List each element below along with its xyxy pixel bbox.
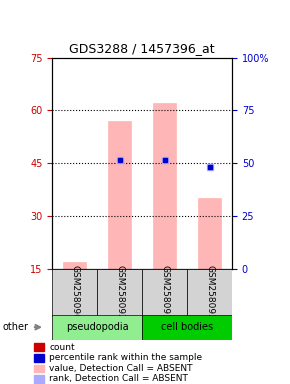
Text: GSM258092: GSM258092 [115, 265, 124, 320]
Text: pseudopodia: pseudopodia [66, 322, 128, 333]
Bar [34, 354, 44, 362]
Bar [34, 364, 44, 372]
Text: GSM258090: GSM258090 [70, 265, 79, 320]
Bar [198, 199, 221, 269]
Bar [34, 343, 44, 351]
Bar [153, 103, 176, 269]
Text: percentile rank within the sample: percentile rank within the sample [49, 353, 202, 362]
Text: GSM258091: GSM258091 [160, 265, 169, 320]
Text: cell bodies: cell bodies [161, 322, 213, 333]
FancyBboxPatch shape [52, 269, 97, 317]
Text: value, Detection Call = ABSENT: value, Detection Call = ABSENT [49, 364, 193, 373]
Text: rank, Detection Call = ABSENT: rank, Detection Call = ABSENT [49, 374, 188, 384]
FancyBboxPatch shape [142, 269, 187, 317]
Text: GSM258093: GSM258093 [205, 265, 214, 320]
Text: count: count [49, 343, 75, 352]
FancyBboxPatch shape [52, 315, 142, 340]
Bar [108, 121, 131, 269]
Text: other: other [3, 322, 29, 332]
FancyBboxPatch shape [97, 269, 142, 317]
FancyBboxPatch shape [187, 269, 232, 317]
FancyBboxPatch shape [142, 315, 232, 340]
Bar [34, 375, 44, 383]
Bar [64, 262, 86, 269]
Title: GDS3288 / 1457396_at: GDS3288 / 1457396_at [69, 42, 215, 55]
